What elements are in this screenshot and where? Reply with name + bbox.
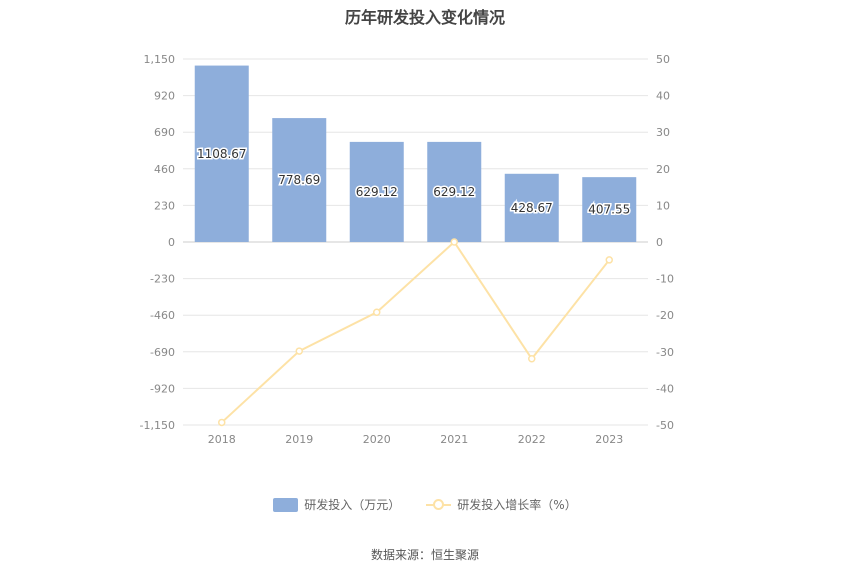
bar xyxy=(427,141,482,242)
axis-labels: 1,150 920 690 460 230 0 -230 -460 -690 -920 -1,150… xyxy=(140,53,674,446)
line-series xyxy=(218,238,613,427)
bar xyxy=(194,65,249,242)
right-tick-label: -10 xyxy=(656,273,674,286)
growth-point xyxy=(295,347,303,355)
legend-item-line[interactable]: 研发投入增长率（%） xyxy=(426,496,577,513)
left-tick-label: -460 xyxy=(150,309,175,322)
left-tick-label: -920 xyxy=(150,382,175,395)
right-tick-label: -30 xyxy=(656,346,674,359)
left-tick-label: 690 xyxy=(154,126,175,139)
growth-point xyxy=(218,418,226,427)
x-tick-label: 2021 xyxy=(440,433,468,446)
right-tick-label: 50 xyxy=(656,53,670,66)
bar-data-label: 407.55 xyxy=(588,203,630,217)
left-tick-label: 0 xyxy=(168,236,175,249)
bar-data-label: 629.12 xyxy=(433,185,475,199)
left-tick-label: -230 xyxy=(150,273,175,286)
x-tick-label: 2018 xyxy=(208,433,236,446)
bar xyxy=(349,141,404,242)
left-tick-label: 1,150 xyxy=(144,53,176,66)
right-tick-label: -40 xyxy=(656,382,674,395)
right-tick-label: 10 xyxy=(656,199,670,212)
legend-item-bar[interactable]: 研发投入（万元） xyxy=(273,496,400,513)
bar xyxy=(272,118,327,242)
x-tick-label: 2023 xyxy=(595,433,623,446)
bar-data-label: 778.69 xyxy=(278,173,320,187)
growth-point xyxy=(450,238,458,246)
growth-point xyxy=(373,308,381,317)
left-tick-label: 920 xyxy=(154,90,175,103)
bar xyxy=(582,177,637,242)
bar-data-label: 1108.67 xyxy=(197,147,247,161)
x-tick-label: 2020 xyxy=(363,433,391,446)
right-tick-label: 20 xyxy=(656,163,670,176)
source-note: 数据来源：恒生聚源 xyxy=(370,548,479,562)
right-tick-label: 40 xyxy=(656,90,670,103)
left-tick-label: -1,150 xyxy=(140,419,175,432)
legend-bar-swatch xyxy=(273,497,299,512)
bar-series: 1108.67 778.69 629.12 629.12 428.67 407.55 xyxy=(194,65,637,242)
right-tick-label: -20 xyxy=(656,309,674,322)
right-tick-label: 0 xyxy=(656,236,663,249)
right-tick-label: -50 xyxy=(656,419,674,432)
legend: 研发投入（万元） 研发投入增长率（%） xyxy=(0,496,850,513)
growth-line xyxy=(221,240,611,424)
legend-line-label: 研发投入增长率（%） xyxy=(457,498,577,512)
x-tick-label: 2022 xyxy=(518,433,546,446)
left-tick-label: 460 xyxy=(154,163,175,176)
grid-lines xyxy=(183,58,648,426)
legend-bar-label: 研发投入（万元） xyxy=(304,498,401,512)
x-tick-label: 2019 xyxy=(285,433,313,446)
chart-title: 历年研发投入变化情况 xyxy=(344,8,505,27)
left-tick-label: 230 xyxy=(154,199,175,212)
bar-data-label: 428.67 xyxy=(511,201,553,215)
right-tick-label: 30 xyxy=(656,126,670,139)
growth-point xyxy=(528,355,536,363)
growth-point xyxy=(605,256,613,264)
bar xyxy=(504,173,559,242)
bar-data-label: 629.12 xyxy=(356,185,398,199)
legend-line-swatch xyxy=(426,498,452,512)
left-tick-label: -690 xyxy=(150,346,175,359)
